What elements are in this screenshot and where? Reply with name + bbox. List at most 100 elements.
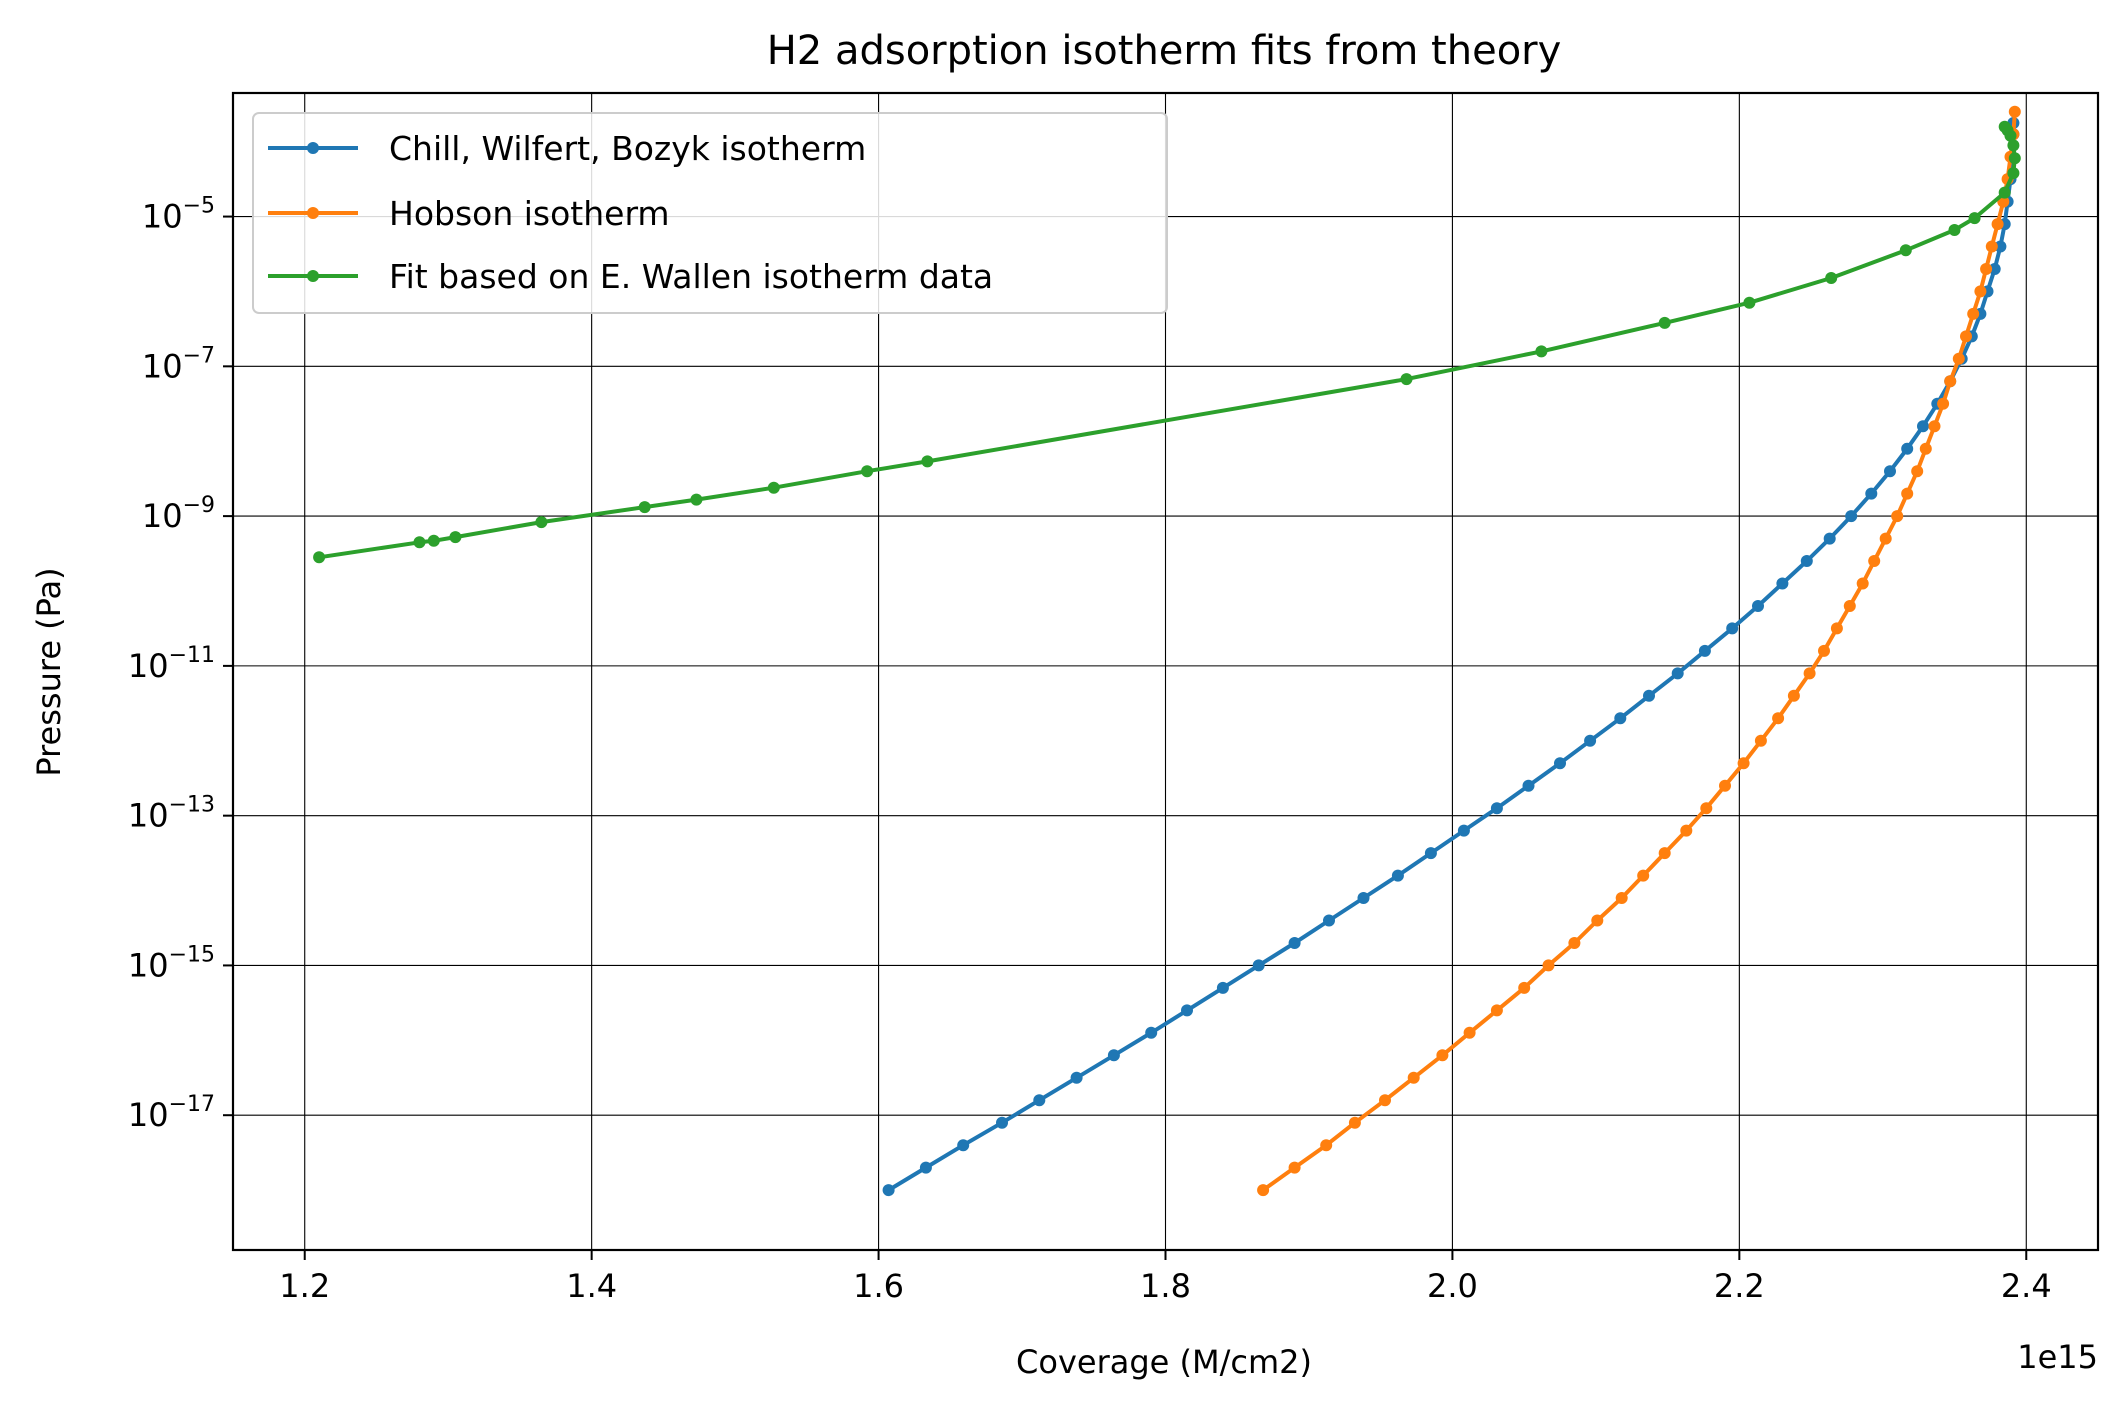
series-group bbox=[313, 120, 2021, 564]
data-point bbox=[1698, 644, 1711, 657]
data-point bbox=[1868, 555, 1881, 567]
data-point bbox=[1107, 1049, 1120, 1062]
data-point bbox=[1145, 1026, 1158, 1039]
data-point bbox=[1845, 510, 1858, 523]
data-point bbox=[1998, 186, 2011, 199]
data-point bbox=[1752, 600, 1764, 612]
legend-label: Fit based on E. Wallen isotherm data bbox=[389, 257, 993, 296]
data-point bbox=[1879, 532, 1892, 545]
data-point bbox=[2007, 139, 2020, 152]
data-point bbox=[1960, 330, 1972, 343]
legend-label: Chill, Wilfert, Bozyk isotherm bbox=[389, 129, 866, 168]
data-point bbox=[1522, 779, 1535, 792]
data-point bbox=[1490, 802, 1503, 815]
x-tick-label: 2.4 bbox=[2001, 1267, 2052, 1305]
legend-label: Hobson isotherm bbox=[389, 194, 670, 233]
y-tick-label: 10−17 bbox=[128, 1092, 215, 1134]
data-point bbox=[1323, 914, 1335, 927]
data-point bbox=[1944, 375, 1957, 388]
data-point bbox=[1070, 1071, 1083, 1084]
data-point bbox=[1680, 824, 1693, 837]
data-point bbox=[1772, 712, 1785, 725]
data-point bbox=[1584, 734, 1597, 747]
data-point bbox=[2008, 152, 2021, 165]
data-point bbox=[1803, 667, 1816, 680]
data-point bbox=[1614, 712, 1627, 725]
legend-box bbox=[252, 112, 1168, 314]
data-point bbox=[1615, 892, 1628, 904]
data-point bbox=[1320, 1139, 1333, 1152]
data-point bbox=[1391, 869, 1404, 882]
data-point bbox=[1357, 892, 1370, 904]
data-point bbox=[1436, 1049, 1449, 1062]
data-point bbox=[1856, 577, 1869, 590]
data-point bbox=[427, 534, 440, 547]
data-point bbox=[1754, 734, 1767, 747]
data-point bbox=[1980, 263, 1993, 275]
data-point bbox=[2007, 167, 2020, 180]
data-point bbox=[1952, 352, 1965, 365]
data-point bbox=[1726, 622, 1739, 635]
data-point bbox=[1948, 224, 1961, 236]
data-point bbox=[313, 551, 326, 564]
x-axis-label: Coverage (M/cm2) bbox=[1016, 1343, 1312, 1381]
data-point bbox=[1865, 487, 1878, 500]
x-tick-label: 1.2 bbox=[279, 1267, 330, 1305]
data-point bbox=[1917, 420, 1929, 433]
legend-marker bbox=[307, 142, 319, 154]
series-layer bbox=[313, 105, 2021, 1197]
data-point bbox=[1901, 487, 1914, 500]
data-point bbox=[1901, 442, 1914, 455]
data-point bbox=[1800, 555, 1813, 567]
data-point bbox=[861, 465, 874, 478]
y-tick-label: 10−7 bbox=[142, 343, 215, 385]
data-point bbox=[1518, 981, 1531, 994]
data-point bbox=[1991, 218, 2004, 231]
data-point bbox=[1463, 1026, 1476, 1039]
data-point bbox=[1288, 937, 1301, 949]
x-tick-label: 2.2 bbox=[1714, 1267, 1765, 1305]
data-point bbox=[1554, 757, 1566, 770]
data-point bbox=[1928, 420, 1941, 433]
data-point bbox=[1899, 244, 1912, 257]
data-point bbox=[1568, 937, 1581, 949]
data-point bbox=[1967, 307, 1980, 320]
data-point bbox=[1033, 1094, 1046, 1107]
grid bbox=[233, 93, 2098, 1250]
data-point bbox=[767, 481, 780, 494]
data-point bbox=[1252, 959, 1265, 972]
x-tick-label: 1.4 bbox=[566, 1267, 617, 1305]
data-point bbox=[1379, 1094, 1391, 1107]
data-point bbox=[1591, 914, 1604, 927]
data-point bbox=[1643, 689, 1655, 702]
chart-title: H2 adsorption isotherm fits from theory bbox=[767, 28, 1562, 74]
legend: Chill, Wilfert, Bozyk isotherm Hobson is… bbox=[252, 112, 1168, 314]
data-point bbox=[1776, 577, 1789, 590]
y-tick-label: 10−11 bbox=[128, 643, 215, 685]
data-point bbox=[1884, 465, 1896, 478]
data-point bbox=[882, 1184, 895, 1197]
data-point bbox=[1823, 532, 1836, 545]
y-axis-label: Pressure (Pa) bbox=[30, 567, 68, 776]
data-point bbox=[413, 536, 426, 549]
data-point bbox=[1400, 373, 1413, 386]
data-point bbox=[1658, 316, 1671, 329]
series-group bbox=[882, 117, 2020, 1197]
data-point bbox=[996, 1116, 1008, 1129]
ticks: 1.2 1.4 1.6 1.8 2.0 2.2 2.4 10−17 10−15 10−13 10−1… bbox=[128, 194, 2052, 1305]
data-point bbox=[2008, 105, 2021, 118]
data-point bbox=[1457, 824, 1470, 837]
data-point bbox=[1535, 345, 1548, 358]
data-point bbox=[690, 493, 703, 506]
data-point bbox=[1737, 757, 1750, 770]
data-point bbox=[1542, 959, 1555, 972]
data-point bbox=[1891, 510, 1904, 523]
data-point bbox=[1988, 263, 2001, 275]
data-point bbox=[957, 1139, 970, 1152]
data-point bbox=[1830, 622, 1843, 635]
legend-marker bbox=[307, 270, 319, 282]
series-group bbox=[1257, 105, 2021, 1197]
x-tick-label: 2.0 bbox=[1427, 1267, 1478, 1305]
data-point bbox=[1818, 644, 1830, 657]
data-point bbox=[1181, 1004, 1193, 1017]
